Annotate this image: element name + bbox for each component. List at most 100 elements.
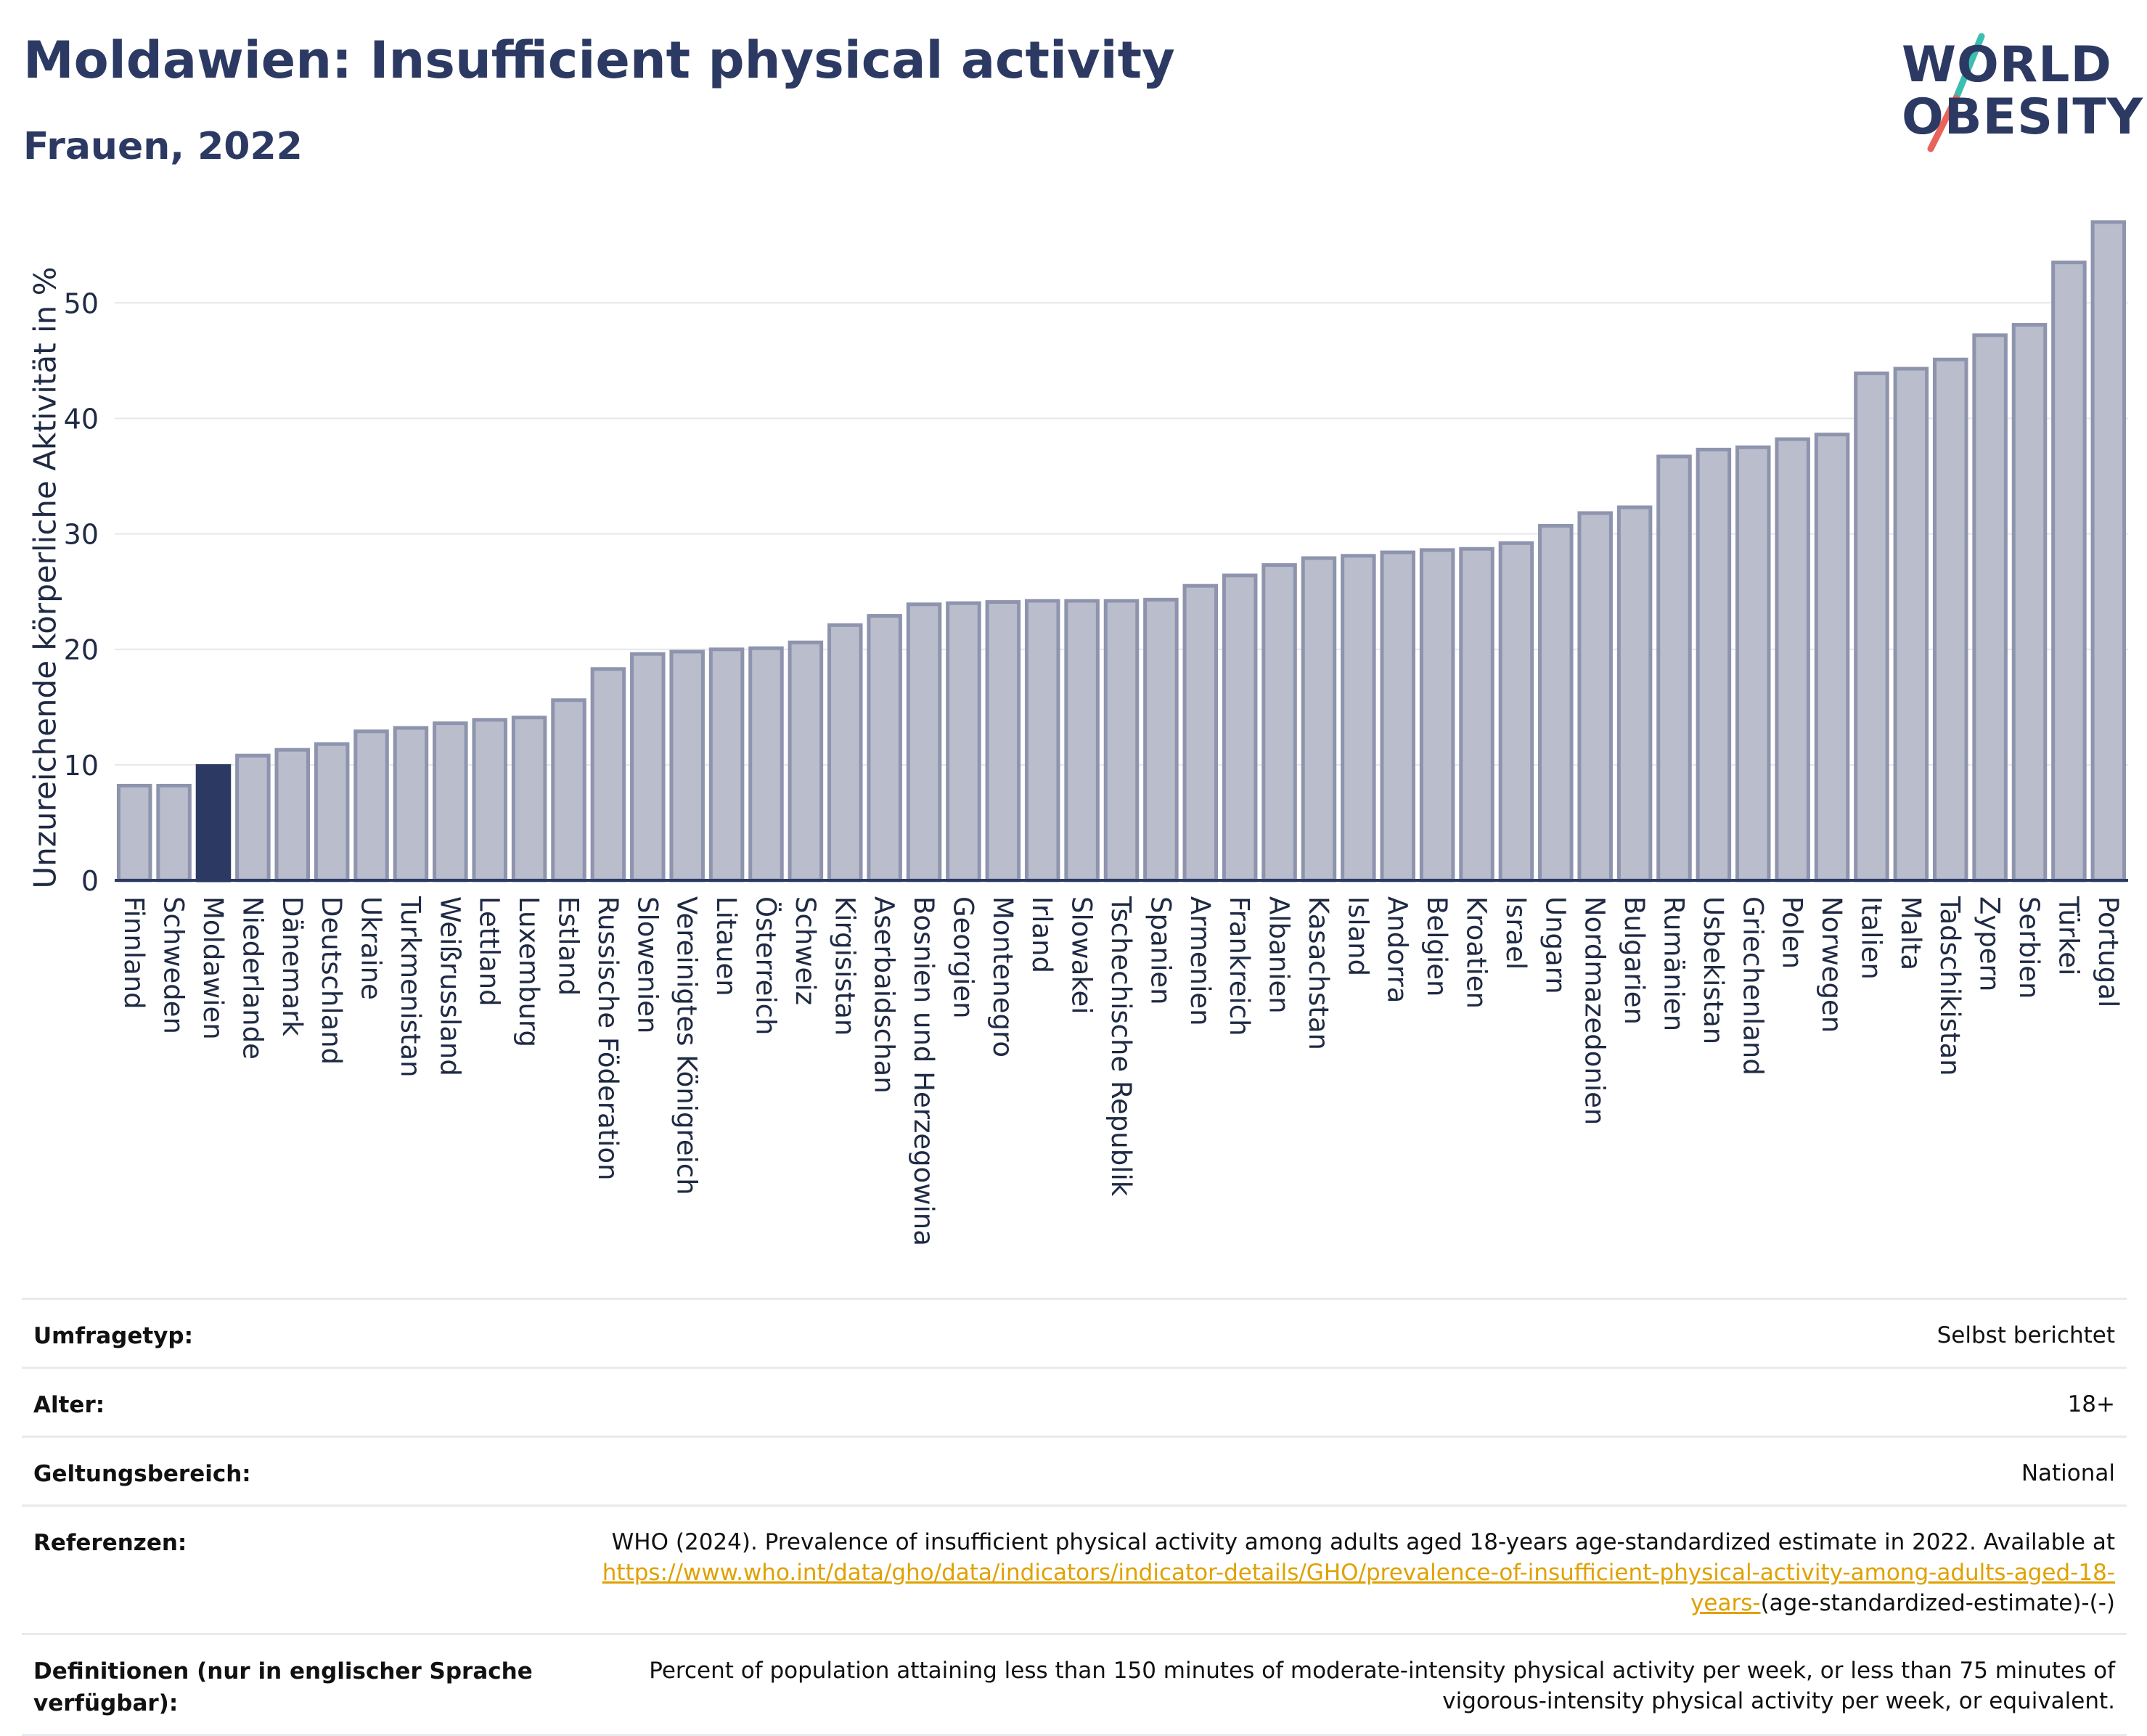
bar [1459, 546, 1494, 883]
reference-link[interactable]: https://www.who.int/data/gho/data/indica… [602, 1560, 2115, 1616]
x-tick-label: Polen [1777, 896, 1808, 969]
x-tick-label: Norwegen [1816, 896, 1847, 1033]
bar [156, 784, 192, 883]
x-tick-label: Österreich [750, 896, 781, 1035]
bar [116, 784, 152, 883]
x-tick-label: Estland [553, 896, 584, 996]
info-value: WHO (2024). Prevalence of insufficient p… [583, 1527, 2115, 1618]
y-tick-label: 50 [64, 287, 99, 319]
x-tick-label: Russische Föderation [592, 896, 623, 1181]
bar [1854, 371, 1889, 883]
info-label: Alter: [33, 1392, 105, 1418]
x-tick-label: Slowakei [1066, 896, 1097, 1015]
info-row-scope: Geltungsbereich: National [22, 1436, 2127, 1504]
x-tick-label: Griechenland [1737, 896, 1768, 1076]
info-value: Percent of population attaining less tha… [649, 1658, 2115, 1714]
bar [1182, 584, 1219, 883]
bar [708, 647, 745, 883]
bar [274, 748, 311, 883]
bar [1814, 433, 1850, 883]
y-tick-label: 20 [64, 634, 99, 666]
info-label: Umfragetyp: [33, 1323, 193, 1349]
x-tick-label: Ungarn [1539, 896, 1571, 994]
bar [1775, 437, 1810, 883]
info-row-definitions: Definitionen (nur in englischer Sprache … [22, 1633, 2127, 1736]
x-tick-label: Vereinigtes Königreich [671, 896, 703, 1195]
bar [195, 763, 232, 883]
x-tick-label: Türkei [2053, 896, 2084, 975]
x-tick-label: Belgien [1421, 896, 1452, 996]
bar [985, 599, 1021, 883]
x-tick-label: Niederlande [237, 896, 268, 1060]
x-tick-label: Schweden [158, 896, 189, 1034]
x-tick-label: Deutschland [316, 896, 347, 1065]
bar [1024, 599, 1060, 883]
bar [1972, 333, 2008, 883]
x-tick-label: Albanien [1264, 896, 1295, 1014]
logo-text-world: WORLD [1902, 36, 2112, 94]
bar [393, 726, 429, 883]
bar [1103, 599, 1140, 883]
bar [946, 601, 981, 883]
x-tick-label: Bulgarien [1619, 896, 1650, 1025]
bar [433, 721, 468, 883]
x-tick-label: Turkmenistan [395, 896, 426, 1078]
bar [2011, 323, 2048, 883]
chart-title: Moldawien: Insufficient physical activit… [23, 30, 1175, 90]
x-tick-label: Moldawien [197, 896, 229, 1040]
bar [1893, 367, 1929, 883]
x-tick-label: Frankreich [1224, 896, 1255, 1036]
x-tick-label: Montenegro [987, 896, 1018, 1057]
bar [1735, 445, 1771, 883]
bar [1261, 563, 1297, 883]
x-tick-label: Aserbaidschan [869, 896, 900, 1094]
logo-text-obesity: OBESITY [1902, 89, 2143, 146]
bar [1538, 523, 1574, 883]
bar [1577, 511, 1613, 883]
y-tick-label: 30 [64, 519, 99, 551]
bar [1380, 550, 1416, 883]
x-tick-label: Armenien [1185, 896, 1216, 1026]
x-tick-label: Litauen [711, 896, 742, 996]
bar [827, 623, 863, 883]
x-tick-label: Kroatien [1461, 896, 1492, 1009]
x-tick-label: Finnland [118, 896, 150, 1010]
bar [867, 614, 902, 883]
bar [1932, 357, 1968, 883]
info-value: 18+ [2067, 1391, 2115, 1417]
info-value: Selbst berichtet [1937, 1322, 2115, 1348]
bar [590, 667, 626, 883]
x-tick-label: Kirgisistan [829, 896, 860, 1036]
x-tick-label: Rumänien [1658, 896, 1689, 1031]
x-tick-label: Luxemburg [513, 896, 544, 1047]
bar [511, 716, 547, 883]
reference-text: WHO (2024). Prevalence of insufficient p… [611, 1529, 2115, 1555]
bar [906, 602, 942, 883]
bar [1419, 548, 1455, 883]
bar [1143, 597, 1179, 883]
bar [1341, 554, 1376, 883]
bar [1616, 505, 1653, 883]
info-label: Geltungsbereich: [33, 1461, 251, 1487]
x-tick-label: Spanien [1145, 896, 1176, 1005]
x-tick-label: Nordmazedonien [1579, 896, 1611, 1125]
info-label: Referenzen: [33, 1530, 187, 1556]
bar [2090, 220, 2127, 883]
bar [669, 650, 705, 883]
x-tick-label: Portugal [2093, 896, 2124, 1007]
x-tick-label: Irland [1026, 896, 1058, 973]
x-tick-label: Malta [1895, 896, 1926, 970]
y-tick-label: 10 [64, 750, 99, 782]
x-tick-label: Island [1342, 896, 1373, 976]
bar [1498, 541, 1534, 883]
bar [2051, 261, 2087, 883]
chart-subtitle: Frauen, 2022 [23, 125, 303, 168]
x-tick-label: Tschechische Republik [1105, 896, 1137, 1197]
info-row-references: Referenzen: WHO (2024). Prevalence of in… [22, 1504, 2127, 1633]
bar-chart: 0 10 20 30 40 50 Finnland Schweden Moldawien Nied… [64, 220, 2128, 1246]
bar [353, 729, 389, 883]
x-tick-label: Dänemark [277, 896, 308, 1036]
y-tick-label: 0 [81, 865, 99, 897]
x-tick-label: Bosnien und Herzegowina [908, 896, 939, 1246]
x-tick-label: Weißrussland [434, 896, 465, 1076]
